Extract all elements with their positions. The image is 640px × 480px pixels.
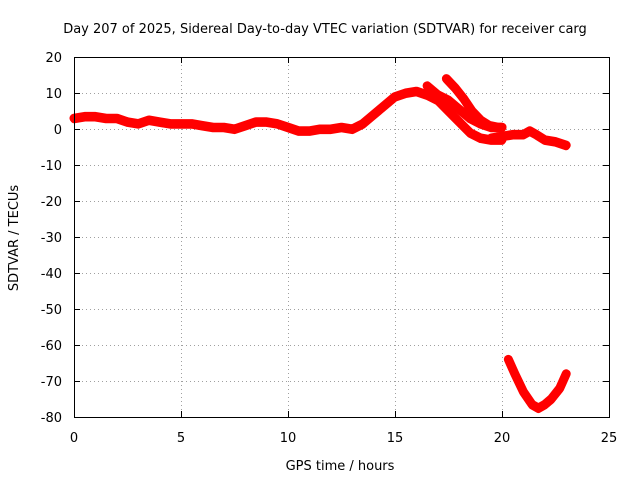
grid xyxy=(74,57,609,417)
tick-labels: 0 5 10 15 20 25 20 10 0 -10 -20 -30 -40 -50 -60 -70 -80 xyxy=(41,51,618,446)
y-tick-label: -10 xyxy=(41,159,62,174)
series-tail-segment-spread xyxy=(487,128,570,151)
x-tick-label: 25 xyxy=(601,431,618,446)
x-tick-label: 5 xyxy=(177,431,185,446)
y-tick-label: -40 xyxy=(41,267,62,282)
x-tick-label: 20 xyxy=(494,431,511,446)
series-layer xyxy=(69,74,571,414)
series-steep-branch-spread xyxy=(442,76,506,133)
y-tick-label: -20 xyxy=(41,195,62,210)
series-main-track-spread xyxy=(70,89,506,145)
y-tick-label: 20 xyxy=(45,51,62,66)
x-tick-label: 10 xyxy=(280,431,297,446)
chart-title: Day 207 of 2025, Sidereal Day-to-day VTE… xyxy=(63,22,587,37)
y-tick-label: 0 xyxy=(54,123,62,138)
x-axis-title: GPS time / hours xyxy=(286,459,395,474)
y-tick-label: -80 xyxy=(41,411,62,426)
x-tick-label: 0 xyxy=(70,431,78,446)
y-axis-title: SDTVAR / TECUs xyxy=(7,185,22,292)
x-tick-label: 15 xyxy=(387,431,404,446)
y-tick-label: -50 xyxy=(41,303,62,318)
y-tick-label: -60 xyxy=(41,339,62,354)
axis-ticks xyxy=(74,57,610,418)
series-late-dip-spread xyxy=(504,357,570,414)
y-tick-label: -30 xyxy=(41,231,62,246)
y-tick-label: 10 xyxy=(45,87,62,102)
y-tick-label: -70 xyxy=(41,375,62,390)
